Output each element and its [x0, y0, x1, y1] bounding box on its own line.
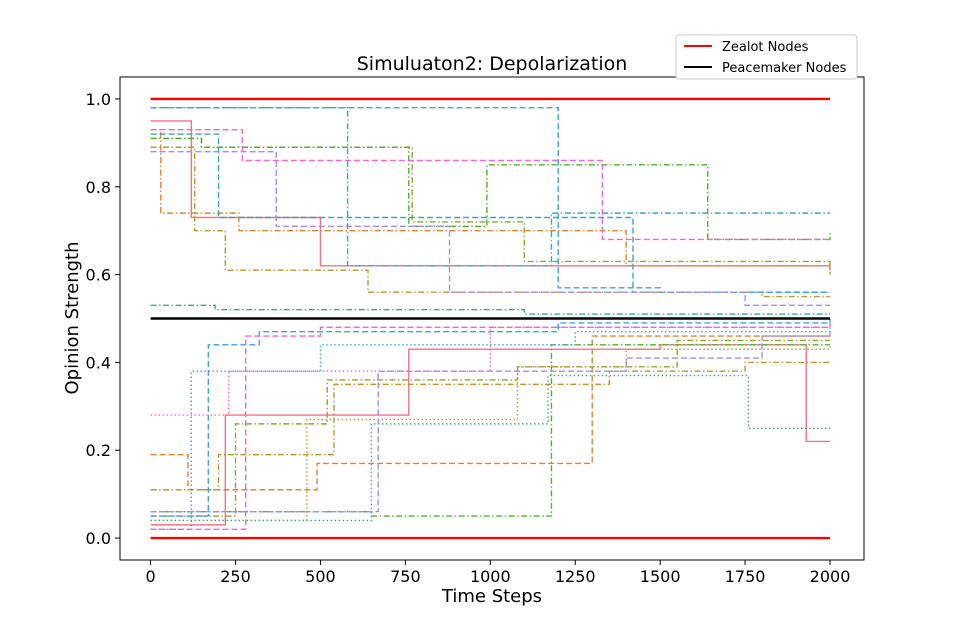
- legend-label-peacemaker: Peacemaker Nodes: [722, 61, 847, 76]
- x-tick-label: 1250: [555, 567, 596, 586]
- opinion-series-line: [150, 322, 831, 530]
- opinion-series-line: [150, 327, 831, 530]
- opinion-series-line: [150, 331, 831, 513]
- opinion-series-line: [150, 318, 831, 517]
- axes-frame: [119, 76, 865, 561]
- opinion-series-line: [150, 361, 831, 491]
- y-tick-label: 0.2: [86, 441, 111, 460]
- opinion-series-line: [150, 374, 831, 522]
- opinion-series-line: [150, 304, 831, 315]
- x-tick-label: 250: [220, 567, 251, 586]
- x-tick-label: 1750: [725, 567, 766, 586]
- opinion-series-line: [150, 128, 831, 241]
- chart-title: Simuluaton2: Depolarization: [357, 53, 628, 75]
- opinion-series-line: [150, 150, 831, 307]
- x-tick-label: 500: [305, 567, 336, 586]
- opinion-series-line: [150, 120, 831, 271]
- plot-area: [150, 97, 831, 540]
- x-tick-label: 2000: [810, 567, 851, 586]
- legend-box: [675, 34, 858, 80]
- opinion-series-line: [150, 133, 831, 293]
- opinion-series-line: [150, 146, 831, 298]
- opinion-series-line: [150, 344, 831, 526]
- y-tick-label: 1.0: [86, 90, 111, 109]
- x-tick-label: 750: [390, 567, 421, 586]
- opinion-series-line: [150, 335, 831, 491]
- y-tick-label: 0.0: [86, 529, 111, 548]
- opinion-series-line: [150, 339, 831, 517]
- x-tick-label: 1500: [640, 567, 681, 586]
- y-axis: 0.0 0.2 0.4 0.6 0.8 1.0: [86, 90, 120, 548]
- y-tick-label: 0.4: [86, 353, 111, 372]
- opinion-series-line: [150, 128, 831, 267]
- x-axis: 0 250 500 750 1000 1250 1500 1750 2000: [145, 560, 850, 586]
- x-axis-title: Time Steps: [441, 586, 542, 607]
- opinion-series-line: [150, 344, 831, 517]
- y-tick-label: 0.8: [86, 178, 111, 197]
- y-tick-label: 0.6: [86, 266, 111, 285]
- legend-label-zealot: Zealot Nodes: [722, 40, 809, 55]
- y-axis-title: Opinion Strength: [62, 241, 83, 394]
- legend: Zealot Nodes Peacemaker Nodes: [675, 34, 858, 80]
- x-tick-label: 1000: [470, 567, 511, 586]
- x-tick-label: 0: [145, 567, 155, 586]
